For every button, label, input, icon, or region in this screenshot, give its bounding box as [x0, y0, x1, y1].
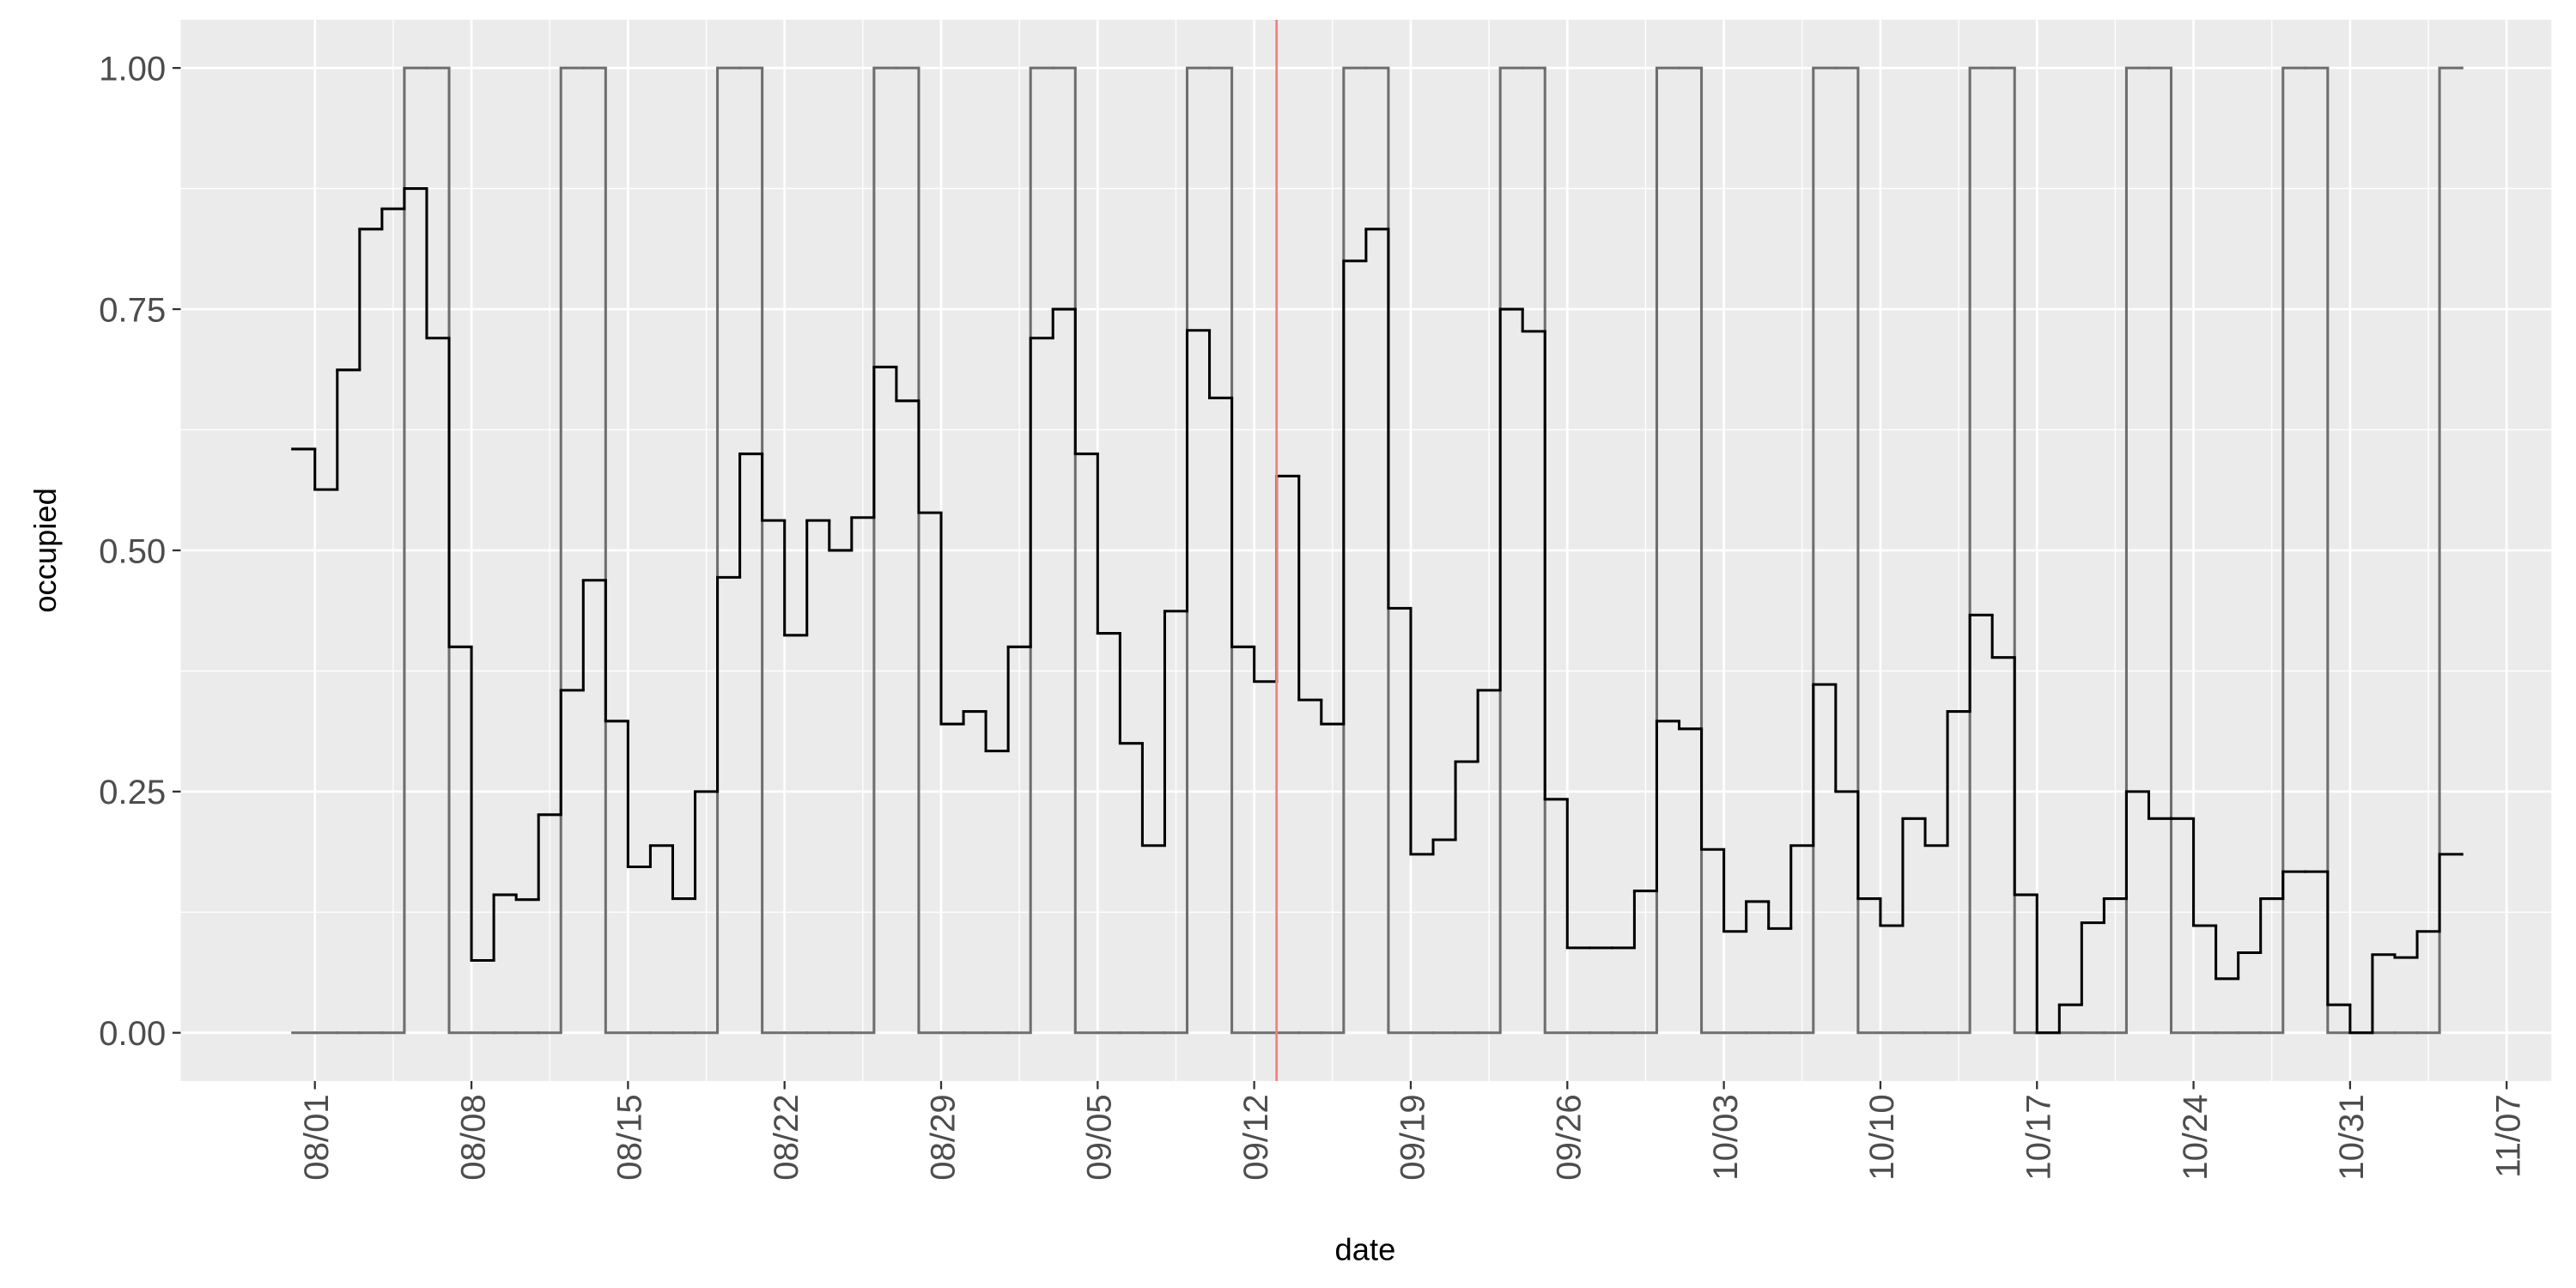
x-tick-label: 10/03	[1706, 1094, 1745, 1180]
x-tick-label: 11/07	[2489, 1094, 2528, 1178]
y-axis-title: occupied	[27, 488, 63, 612]
plot-marks	[291, 19, 2464, 1081]
x-tick-label: 10/24	[2176, 1094, 2215, 1180]
x-tick-label: 09/26	[1550, 1094, 1589, 1181]
y-tick-label: 0.00	[99, 1014, 166, 1053]
x-tick-label: 10/17	[2020, 1094, 2058, 1180]
x-tick-label: 08/22	[767, 1094, 805, 1181]
x-tick-label: 08/15	[611, 1094, 649, 1181]
x-tick-label: 08/08	[453, 1094, 492, 1181]
x-tick-label: 08/01	[297, 1094, 336, 1181]
x-tick-label: 08/29	[923, 1094, 962, 1181]
y-tick-label: 0.25	[99, 773, 166, 811]
axes: 0.00 0.25 0.50 0.75 1.00 08/01 08/08 08/15 08/22…	[99, 49, 2527, 1180]
x-axis-title: date	[1335, 1231, 1396, 1267]
y-tick-label: 0.75	[99, 290, 166, 329]
y-tick-label: 0.50	[99, 532, 166, 570]
x-tick-label: 09/05	[1080, 1094, 1119, 1181]
x-tick-label: 10/31	[2332, 1094, 2371, 1180]
x-tick-label: 09/19	[1393, 1094, 1431, 1181]
y-tick-label: 1.00	[99, 49, 166, 88]
x-tick-label: 10/10	[1862, 1094, 1901, 1180]
x-tick-label: 09/12	[1236, 1094, 1275, 1181]
